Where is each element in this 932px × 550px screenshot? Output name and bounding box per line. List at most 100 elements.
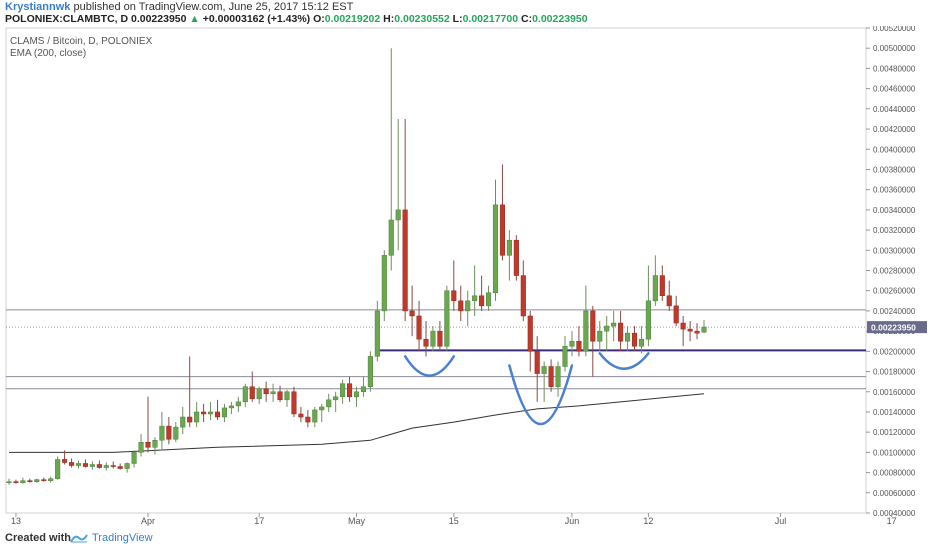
candle <box>340 379 346 404</box>
y-tick-label: 0.00120000 <box>873 428 916 437</box>
publish-text: published on TradingView.com, June 25, 2… <box>73 1 354 13</box>
candle <box>659 265 665 301</box>
candle <box>277 385 283 402</box>
candle-body <box>305 416 311 423</box>
tradingview-logo-icon <box>70 534 88 543</box>
candle <box>208 401 214 421</box>
y-tick-label: 0.00460000 <box>873 85 916 94</box>
candle <box>645 265 651 347</box>
candle <box>312 406 318 428</box>
candle <box>492 179 499 301</box>
candle <box>270 383 276 402</box>
candle-body <box>687 328 693 332</box>
candle-body <box>194 411 200 423</box>
candle-body <box>235 401 241 407</box>
candle <box>201 403 207 423</box>
y-tick-label: 0.00500000 <box>873 44 916 53</box>
candle <box>173 422 179 443</box>
candle-body <box>694 330 700 334</box>
candle-body <box>173 426 179 440</box>
candle-body <box>214 411 221 418</box>
tradingview-brand[interactable]: TradingView <box>92 532 153 544</box>
candle-body <box>124 463 130 469</box>
price-chart[interactable]: 0.00040000 0.00060000 0.00080000 0.00100000… <box>0 26 932 528</box>
candle <box>520 260 526 322</box>
candle <box>437 321 443 352</box>
candle-body <box>89 464 95 467</box>
candle <box>13 479 19 484</box>
candle <box>666 280 672 311</box>
y-tick-label: 0.00240000 <box>873 307 916 316</box>
candle-body <box>242 386 248 403</box>
candle <box>291 386 297 418</box>
candle-body <box>353 391 360 398</box>
y-tick-label: 0.00520000 <box>873 26 916 33</box>
y-tick-label: 0.00260000 <box>873 287 916 296</box>
x-tick-label: 17 <box>887 516 897 526</box>
candle <box>534 336 540 402</box>
y-tick-label: 0.00100000 <box>873 448 916 457</box>
y-tick-label: 0.00420000 <box>873 125 916 134</box>
x-tick-label: Apr <box>141 516 155 526</box>
candle <box>625 326 631 352</box>
candle <box>333 391 339 412</box>
candle <box>166 417 172 445</box>
candle-body <box>166 425 172 440</box>
candle-body <box>360 386 366 392</box>
candle-body <box>625 332 631 342</box>
candle <box>6 478 12 485</box>
author-name[interactable]: Krystiannwk <box>5 1 71 13</box>
y-tick-label: 0.00300000 <box>873 246 916 255</box>
candle <box>221 403 227 423</box>
candle-body <box>319 406 325 411</box>
candle <box>305 409 311 428</box>
candle <box>555 361 561 397</box>
candle-body <box>291 391 297 415</box>
candle <box>604 315 610 352</box>
candle-body <box>604 325 610 332</box>
candle <box>256 386 262 404</box>
candle-body <box>499 204 505 256</box>
candle <box>458 285 464 322</box>
candle <box>41 477 47 482</box>
candle-body <box>472 295 478 302</box>
candle-body <box>527 315 533 352</box>
legend-symbol: CLAMS / Bitcoin, D, POLONIEX <box>10 36 153 47</box>
candle-body <box>69 462 75 466</box>
candle-body <box>492 204 499 293</box>
candle <box>131 450 137 468</box>
close-value: 0.00223950 <box>532 13 588 25</box>
candle <box>353 386 360 407</box>
candle-body <box>680 322 686 330</box>
candle-body <box>180 416 186 428</box>
candle-body <box>326 399 332 408</box>
candle <box>416 300 422 352</box>
candle <box>638 326 645 354</box>
y-tick-label: 0.00400000 <box>873 145 916 154</box>
candle-body <box>631 332 638 347</box>
candle <box>69 458 75 468</box>
candle-body <box>34 479 40 482</box>
candle-body <box>381 255 387 312</box>
candle-body <box>638 338 645 347</box>
candle-body <box>590 310 596 342</box>
candle-body <box>541 366 547 374</box>
candle-body <box>208 411 214 415</box>
candle-body <box>583 310 589 352</box>
candle <box>103 462 109 471</box>
candle-body <box>333 396 339 401</box>
candle-body <box>152 440 158 448</box>
candle <box>263 381 269 402</box>
candle-body <box>409 310 415 317</box>
candle <box>680 315 686 347</box>
candle-body <box>138 442 144 453</box>
candle <box>298 406 304 423</box>
candle-body <box>451 290 457 302</box>
candle <box>214 399 221 421</box>
plot-frame <box>5 27 867 514</box>
candle <box>360 376 366 397</box>
candle-body <box>673 305 679 324</box>
candle <box>687 321 693 342</box>
candle <box>465 290 471 327</box>
pattern-arc <box>598 352 650 370</box>
